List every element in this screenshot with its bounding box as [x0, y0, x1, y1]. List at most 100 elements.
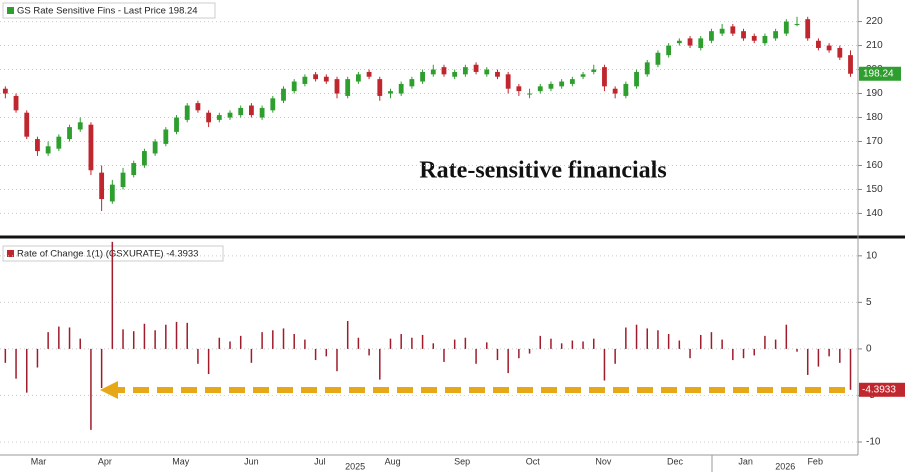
- legend-swatch: [7, 7, 14, 14]
- candle-body: [730, 26, 736, 34]
- bar: [165, 324, 167, 349]
- bar: [154, 330, 156, 349]
- bar: [90, 348, 92, 430]
- candle-body: [259, 107, 265, 118]
- bar: [186, 322, 188, 349]
- candle-body: [109, 184, 115, 202]
- x-tick-label: Sep: [454, 456, 470, 466]
- y-tick-label: 5: [866, 297, 872, 308]
- candle-body: [634, 71, 639, 87]
- candle-body: [398, 83, 404, 94]
- bar: [839, 348, 841, 363]
- bar: [47, 332, 49, 349]
- candle-body: [377, 79, 383, 96]
- candle-body: [805, 19, 811, 39]
- candle-body: [270, 98, 276, 111]
- bar: [143, 323, 146, 349]
- bar: [560, 343, 563, 349]
- bar: [486, 342, 488, 349]
- bar: [293, 334, 295, 349]
- candle-body: [35, 139, 40, 152]
- candle-body: [77, 122, 83, 130]
- bar: [379, 348, 381, 380]
- candle-body: [131, 163, 137, 176]
- last-value-tag: [859, 382, 905, 397]
- bar: [732, 348, 734, 361]
- bar: [229, 341, 231, 349]
- bar: [817, 348, 820, 367]
- bar: [528, 348, 531, 354]
- bar: [175, 321, 178, 349]
- x-tick-label: Apr: [98, 456, 112, 466]
- bar: [36, 348, 39, 368]
- bar: [250, 348, 253, 363]
- y-tick-label: 170: [866, 136, 883, 147]
- candle-body: [527, 93, 532, 95]
- x-tick-label: Jul: [314, 456, 326, 466]
- bar: [667, 334, 670, 349]
- candle-body: [56, 136, 62, 149]
- bar: [239, 335, 242, 349]
- bar: [539, 335, 542, 349]
- candle-body: [484, 69, 490, 75]
- candle-body: [848, 55, 853, 74]
- candle-body: [623, 83, 629, 96]
- legend-swatch: [7, 250, 14, 257]
- bar: [346, 320, 349, 349]
- bar: [443, 348, 445, 362]
- y-tick-label: 10: [866, 250, 878, 261]
- bar: [518, 348, 520, 359]
- bar: [475, 348, 477, 364]
- candle-body: [580, 74, 586, 77]
- x-tick-label: Jun: [244, 456, 259, 466]
- candle-body: [783, 21, 789, 34]
- bar: [603, 348, 606, 381]
- y-tick-label: 190: [866, 88, 883, 99]
- bar: [58, 326, 60, 349]
- bar: [25, 348, 28, 393]
- bar: [614, 348, 616, 364]
- bar: [411, 337, 413, 349]
- candle-body: [249, 105, 254, 116]
- candle-body: [441, 67, 447, 75]
- candle-body: [355, 74, 361, 82]
- bar: [657, 330, 659, 349]
- bar: [336, 348, 338, 372]
- x-tick-label: Nov: [595, 456, 612, 466]
- last-value-label: -4.3933: [862, 384, 896, 395]
- y-tick-label: 150: [866, 184, 883, 195]
- candle-body: [13, 95, 19, 111]
- y-tick-label: 0: [866, 344, 872, 355]
- bar: [432, 343, 435, 349]
- x-tick-label: May: [172, 456, 190, 466]
- x-tick-label: Jan: [738, 456, 753, 466]
- candle-body: [430, 69, 436, 75]
- candle-body: [45, 146, 51, 154]
- candle-body: [537, 86, 543, 92]
- year-label: 2026: [775, 461, 795, 471]
- candle-body: [698, 38, 704, 48]
- bar: [100, 348, 103, 388]
- bar: [849, 348, 852, 390]
- arrow: [100, 381, 845, 399]
- year-label: 2025: [345, 461, 365, 471]
- candle-body: [345, 79, 351, 96]
- candle-body: [216, 115, 222, 120]
- candle-body: [152, 141, 158, 154]
- x-tick-label: Aug: [385, 456, 401, 466]
- bar: [368, 348, 370, 356]
- bar: [507, 348, 509, 374]
- candle-body: [495, 71, 500, 77]
- annotation: Rate-sensitive financials: [419, 158, 666, 184]
- candle-body: [569, 79, 575, 84]
- candle-body: [88, 124, 94, 171]
- legend-box: [2, 2, 216, 19]
- legend-text: GS Rate Sensitive Fins - Last Price 198.…: [17, 6, 198, 17]
- bar: [774, 339, 777, 349]
- candle-body: [548, 83, 554, 89]
- candle-body: [762, 35, 768, 44]
- bar: [421, 334, 424, 349]
- candle-body: [420, 71, 425, 82]
